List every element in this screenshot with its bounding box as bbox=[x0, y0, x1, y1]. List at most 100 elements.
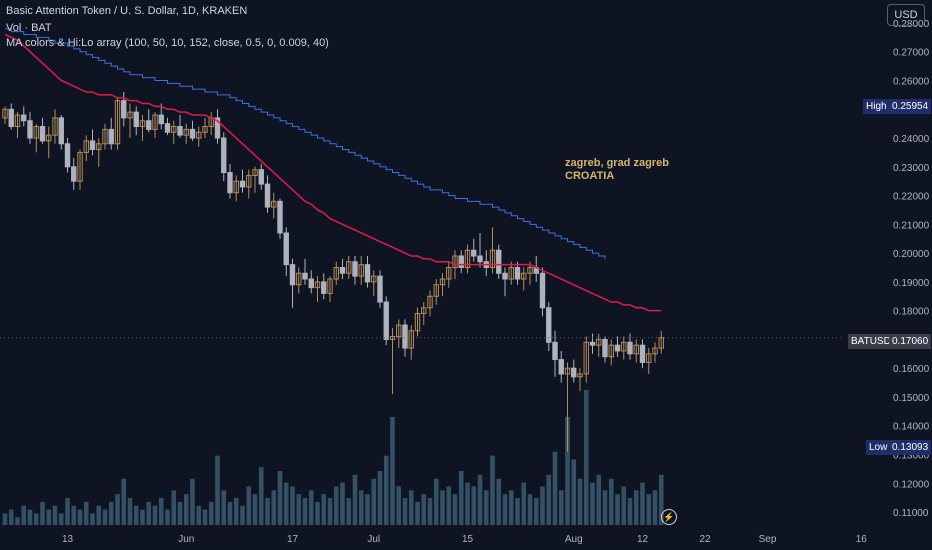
y-tick-label: 0.26000 bbox=[893, 76, 930, 87]
volume-bar bbox=[133, 505, 139, 525]
candle-body bbox=[589, 341, 596, 346]
candle-body bbox=[196, 131, 202, 139]
volume-bar bbox=[21, 505, 27, 525]
high-tag-label: High bbox=[866, 101, 887, 112]
currency-button[interactable]: USD bbox=[887, 4, 925, 26]
y-tick-label: 0.24000 bbox=[893, 134, 930, 145]
candle-body bbox=[421, 307, 427, 315]
volume-bar bbox=[52, 505, 58, 525]
current-tag-label: BATUSD bbox=[851, 336, 891, 347]
volume-bar bbox=[290, 486, 295, 525]
volume-bar bbox=[546, 474, 552, 525]
x-tick-label: Sep bbox=[759, 534, 777, 545]
volume-bar bbox=[527, 494, 533, 525]
candle-body bbox=[396, 324, 402, 338]
volume-bar bbox=[383, 455, 389, 525]
volume-bar bbox=[583, 390, 589, 525]
volume-bar bbox=[465, 482, 470, 525]
candle-body bbox=[658, 337, 664, 349]
volume-bar bbox=[277, 471, 283, 525]
candle-body bbox=[558, 359, 564, 375]
candle-body bbox=[414, 313, 421, 332]
candle-body bbox=[608, 344, 614, 358]
candle-body bbox=[258, 169, 264, 185]
y-tick-label: 0.19000 bbox=[893, 278, 930, 289]
volume-bar bbox=[46, 509, 52, 525]
candle-body bbox=[352, 261, 358, 277]
volume-bar bbox=[490, 455, 495, 525]
candle-body bbox=[596, 338, 602, 346]
candle-body bbox=[639, 344, 646, 363]
volume-bar bbox=[102, 509, 108, 525]
volume-bar bbox=[496, 478, 502, 525]
candle-body bbox=[371, 275, 377, 283]
candle-body bbox=[296, 272, 302, 286]
candle-body bbox=[14, 114, 21, 128]
candle-body bbox=[58, 117, 64, 145]
candle-body bbox=[464, 249, 471, 268]
candle-body bbox=[171, 126, 177, 133]
volume-bar bbox=[446, 486, 452, 525]
volume-bar bbox=[27, 509, 33, 525]
candle-body bbox=[321, 281, 327, 294]
volume-bar bbox=[65, 498, 70, 525]
candle-body bbox=[21, 114, 27, 122]
volume-bar bbox=[508, 490, 514, 525]
candle-body bbox=[521, 272, 527, 280]
candle-body bbox=[27, 120, 33, 139]
candle-body bbox=[333, 267, 339, 280]
y-tick-label: 0.28000 bbox=[893, 19, 930, 30]
volume-bar bbox=[183, 494, 189, 525]
y-tick-label: 0.27000 bbox=[893, 48, 930, 59]
candle-body bbox=[552, 341, 558, 361]
volume-bar bbox=[652, 490, 658, 525]
candle-body bbox=[427, 295, 433, 309]
candle-body bbox=[33, 126, 39, 139]
candle-body bbox=[108, 128, 114, 145]
candle-body bbox=[302, 272, 308, 280]
x-tick-label: 16 bbox=[856, 534, 868, 545]
candle-body bbox=[446, 267, 452, 280]
volume-bar bbox=[421, 494, 427, 525]
candle-body bbox=[127, 111, 133, 119]
volume-bar bbox=[296, 494, 302, 525]
volume-bar bbox=[596, 474, 602, 525]
x-tick-label: 22 bbox=[699, 534, 711, 545]
candle-body bbox=[646, 353, 652, 363]
volume-bar bbox=[108, 501, 114, 525]
x-tick-label: Jul bbox=[367, 534, 380, 545]
volume-bar bbox=[77, 509, 83, 525]
volume-bar bbox=[452, 494, 458, 525]
volume-bar bbox=[240, 505, 245, 525]
current-price-tag: BATUSD bbox=[848, 334, 894, 349]
annotation-line1: zagreb, grad zagreb bbox=[565, 157, 669, 169]
candle-body bbox=[252, 169, 258, 176]
volume-bar bbox=[627, 498, 633, 525]
y-tick-label: 0.23000 bbox=[893, 163, 930, 174]
volume-bar bbox=[158, 498, 164, 525]
volume-legend: Vol · BAT bbox=[6, 22, 52, 34]
candle-body bbox=[602, 338, 608, 358]
volume-bar bbox=[121, 478, 127, 525]
candle-body bbox=[314, 281, 321, 289]
candle-body bbox=[546, 307, 552, 343]
volume-bar bbox=[558, 490, 564, 525]
candle-body bbox=[202, 126, 208, 133]
candle-body bbox=[158, 114, 164, 125]
volume-bar bbox=[208, 501, 214, 525]
candle-body bbox=[52, 117, 58, 136]
volume-bar bbox=[608, 478, 614, 525]
low-tag: Low bbox=[866, 440, 891, 455]
volume-bar bbox=[327, 498, 333, 525]
volume-bar bbox=[440, 490, 445, 525]
volume-bar bbox=[58, 513, 64, 525]
candle-body bbox=[289, 264, 296, 286]
volume-bar bbox=[165, 509, 170, 525]
y-tick-label: 0.20000 bbox=[893, 249, 930, 260]
low-tag-value: 0.13093 bbox=[889, 440, 932, 455]
candle-body bbox=[402, 324, 408, 349]
volume-bar bbox=[646, 494, 652, 525]
flash-icon[interactable]: ⚡ bbox=[661, 509, 677, 525]
ma-fast-line bbox=[4, 33, 662, 312]
